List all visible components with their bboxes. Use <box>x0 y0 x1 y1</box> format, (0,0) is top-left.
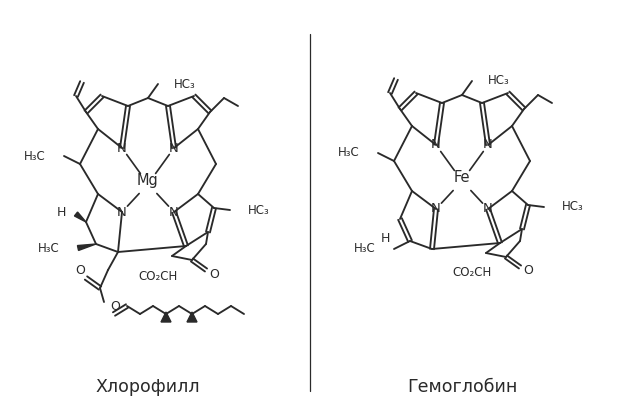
Text: H₃C: H₃C <box>339 146 360 160</box>
Text: N: N <box>483 202 493 216</box>
Polygon shape <box>74 212 86 222</box>
Text: N: N <box>483 139 493 151</box>
Text: O: O <box>209 267 219 281</box>
Text: N: N <box>169 142 179 155</box>
Polygon shape <box>187 312 197 322</box>
Text: H₃C: H₃C <box>354 243 376 256</box>
Polygon shape <box>161 312 171 322</box>
Text: HC₃: HC₃ <box>488 74 510 88</box>
Text: N: N <box>117 205 127 218</box>
Text: CO₂CH: CO₂CH <box>453 267 492 279</box>
Text: H: H <box>381 232 390 245</box>
Polygon shape <box>78 244 96 250</box>
Text: O: O <box>523 265 533 277</box>
Text: N: N <box>431 139 441 151</box>
Text: O: O <box>75 263 85 276</box>
Text: N: N <box>431 202 441 216</box>
Text: Fe: Fe <box>454 169 470 184</box>
Text: HC₃: HC₃ <box>248 204 270 216</box>
Text: H₃C: H₃C <box>38 241 60 254</box>
Text: CO₂CH: CO₂CH <box>138 270 177 283</box>
Text: HC₃: HC₃ <box>562 200 584 213</box>
Text: HC₃: HC₃ <box>174 77 196 90</box>
Text: Хлорофилл: Хлорофилл <box>95 378 200 396</box>
Text: Гемоглобин: Гемоглобин <box>407 378 517 396</box>
Text: Mg: Mg <box>137 173 159 187</box>
Text: H: H <box>56 205 66 218</box>
Text: O: O <box>110 299 120 312</box>
Text: H₃C: H₃C <box>24 150 46 162</box>
Text: N: N <box>117 142 127 155</box>
Text: N: N <box>169 205 179 218</box>
